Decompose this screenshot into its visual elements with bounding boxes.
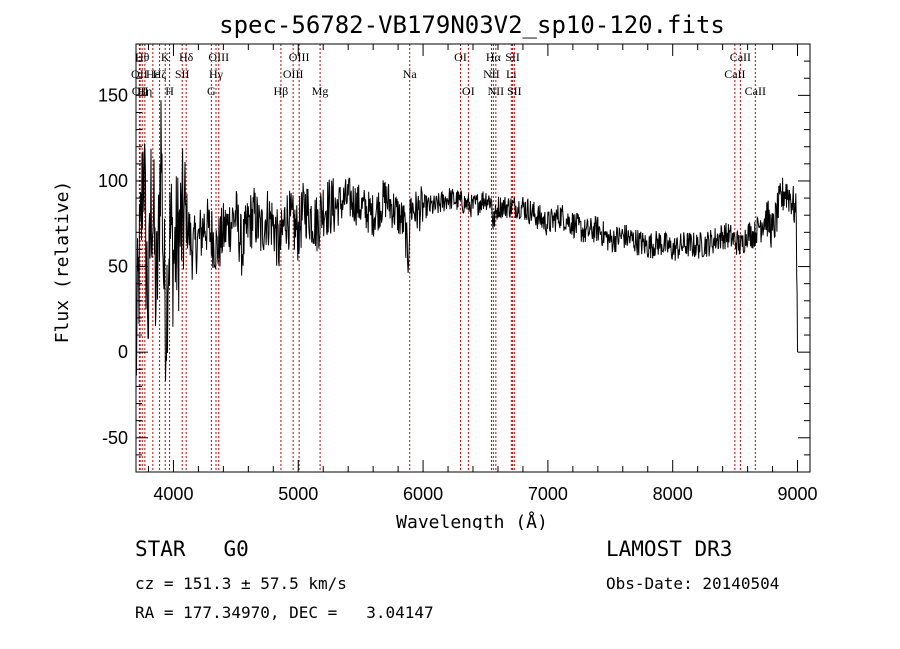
spectral-line-label: SII bbox=[505, 50, 520, 64]
x-tick-label: 7000 bbox=[528, 484, 568, 504]
plot-frame bbox=[135, 43, 811, 473]
x-tick-label: 4000 bbox=[153, 484, 193, 504]
x-tick-label: 9000 bbox=[777, 484, 817, 504]
spectral-line-label: K bbox=[161, 50, 170, 64]
spectral-line-label: Hβ bbox=[274, 84, 289, 98]
y-tick-label: 100 bbox=[98, 171, 128, 191]
spectral-line-label: CaII bbox=[724, 67, 745, 81]
observation-date: Obs-Date: 20140504 bbox=[606, 574, 780, 593]
spectral-line-label: Mg bbox=[312, 84, 329, 98]
spectral-line-labels: OIIOIIHθHηHεHζKHSIIHδGHγOIIIHβOIIIOIIIMg… bbox=[131, 50, 766, 98]
x-axis-label: Wavelength (Å) bbox=[396, 511, 548, 530]
spectral-line-label: OII bbox=[131, 67, 148, 81]
y-axis-label: Flux (relative) bbox=[52, 181, 73, 344]
spectral-line-label: Hα bbox=[486, 50, 502, 64]
spectral-line-label: Hδ bbox=[179, 50, 194, 64]
spectrum-trace bbox=[135, 100, 798, 382]
spectral-line-label: OI bbox=[462, 84, 475, 98]
x-tick-label: 5000 bbox=[278, 484, 318, 504]
spectral-line-label: NII bbox=[488, 84, 505, 98]
spectral-line-label: OI bbox=[454, 50, 467, 64]
spectral-line-label: OIII bbox=[289, 50, 310, 64]
spectral-line-label: CaII bbox=[745, 84, 766, 98]
spectral-line-label: Na bbox=[403, 67, 418, 81]
spectrum-plot: spec-56782-VB179N03V2_sp10-120.fits OII O… bbox=[52, 11, 818, 530]
spectral-line-label: Hθ bbox=[135, 50, 150, 64]
x-tick-label: 8000 bbox=[653, 484, 693, 504]
spectral-line-label: SII bbox=[507, 84, 522, 98]
x-tick-label: 6000 bbox=[403, 484, 443, 504]
x-axis-ticks: 4000 5000 6000 7000 8000 9000 bbox=[147, 44, 818, 504]
spectral-line-label: OIII bbox=[283, 67, 304, 81]
spectral-line-label: Li bbox=[506, 67, 517, 81]
spectral-line-label: H bbox=[165, 84, 174, 98]
object-class: STAR G0 bbox=[135, 537, 249, 561]
y-tick-label: -50 bbox=[102, 428, 128, 448]
chart-title: spec-56782-VB179N03V2_sp10-120.fits bbox=[219, 11, 725, 39]
spectral-line-markers bbox=[138, 44, 756, 472]
y-tick-label: 50 bbox=[108, 257, 128, 277]
y-tick-label: 150 bbox=[98, 85, 128, 105]
spectral-line-label: Hε bbox=[146, 67, 160, 81]
spectral-line-label: CaII bbox=[730, 50, 751, 64]
spectral-line-label: Hζ bbox=[153, 67, 167, 81]
spectral-line-label: G bbox=[207, 84, 216, 98]
spectral-line-label: NII bbox=[483, 67, 500, 81]
y-tick-label: 0 bbox=[118, 342, 128, 362]
survey-name: LAMOST DR3 bbox=[606, 537, 733, 561]
ra-dec-coordinates: RA = 177.34970, DEC = 3.04147 bbox=[135, 603, 434, 622]
spectral-line-label: SII bbox=[175, 67, 190, 81]
spectral-line-label: OIII bbox=[208, 50, 229, 64]
redshift-cz: cz = 151.3 ± 57.5 km/s bbox=[135, 574, 347, 593]
spectral-line-label: Hγ bbox=[209, 67, 224, 81]
spectral-line-label: Hη bbox=[137, 84, 152, 98]
y-axis-ticks: -50 0 50 100 150 bbox=[98, 60, 810, 456]
